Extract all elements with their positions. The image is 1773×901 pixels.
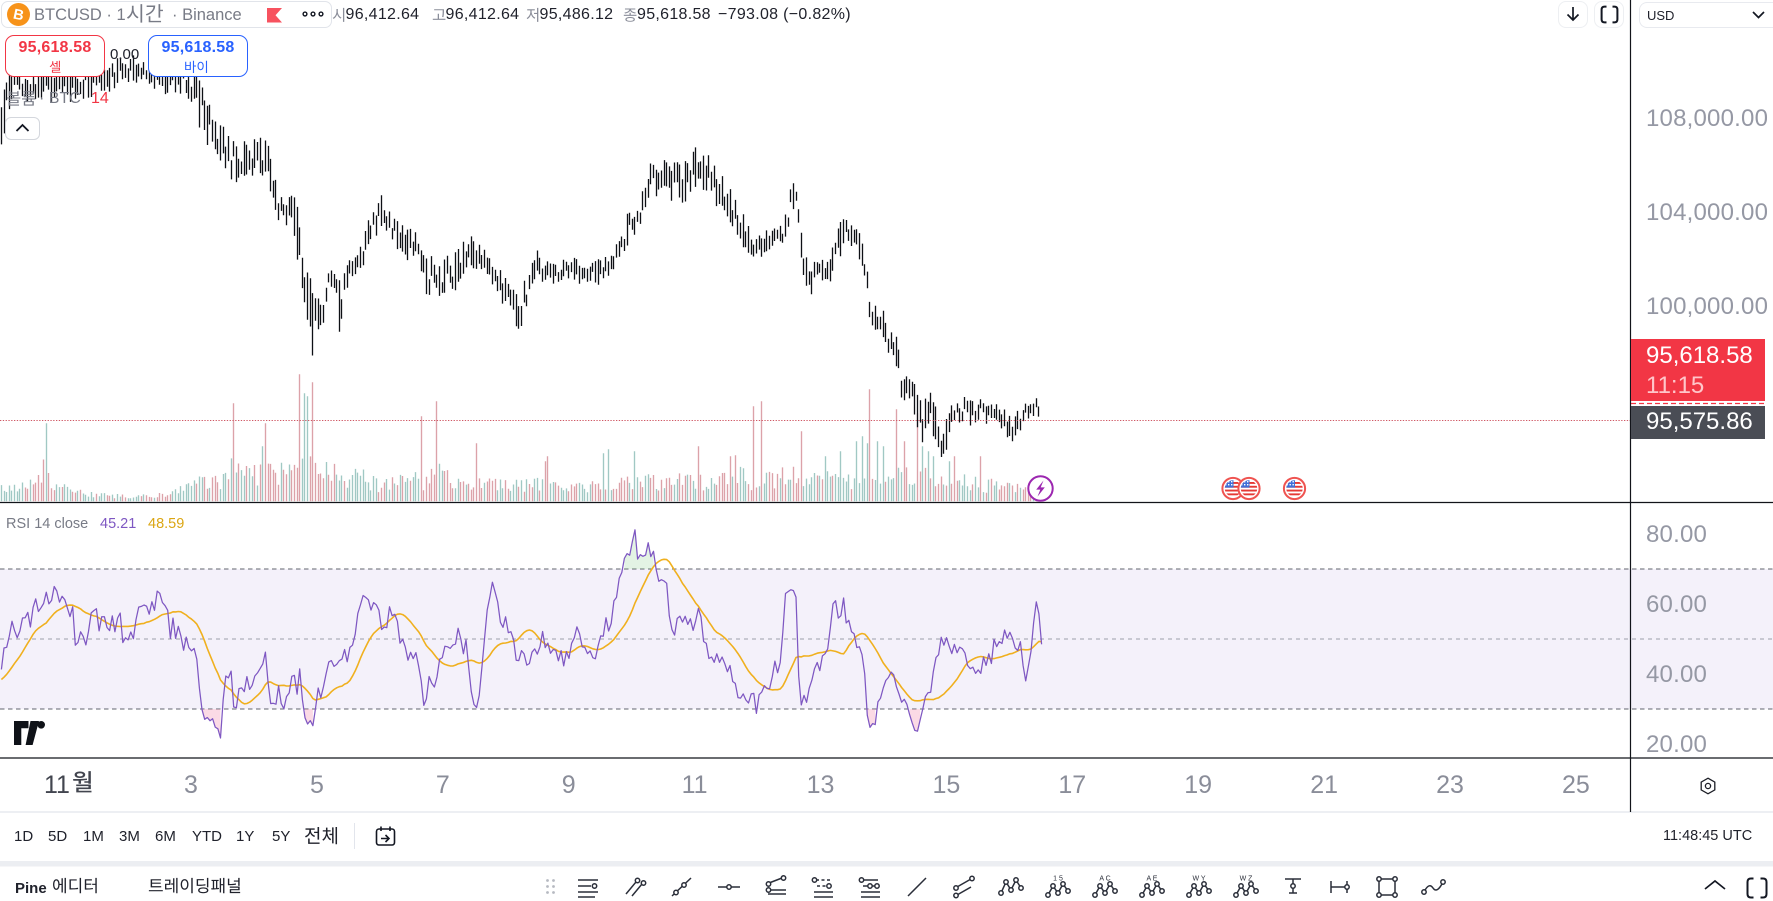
svg-text:B: B <box>12 6 26 24</box>
svg-text:W Z: W Z <box>1240 876 1254 883</box>
svg-text:A C: A C <box>1099 876 1110 883</box>
svg-text:1 5: 1 5 <box>1053 876 1063 883</box>
svg-text:A E: A E <box>1147 876 1158 883</box>
svg-text:W Y: W Y <box>1192 876 1205 883</box>
